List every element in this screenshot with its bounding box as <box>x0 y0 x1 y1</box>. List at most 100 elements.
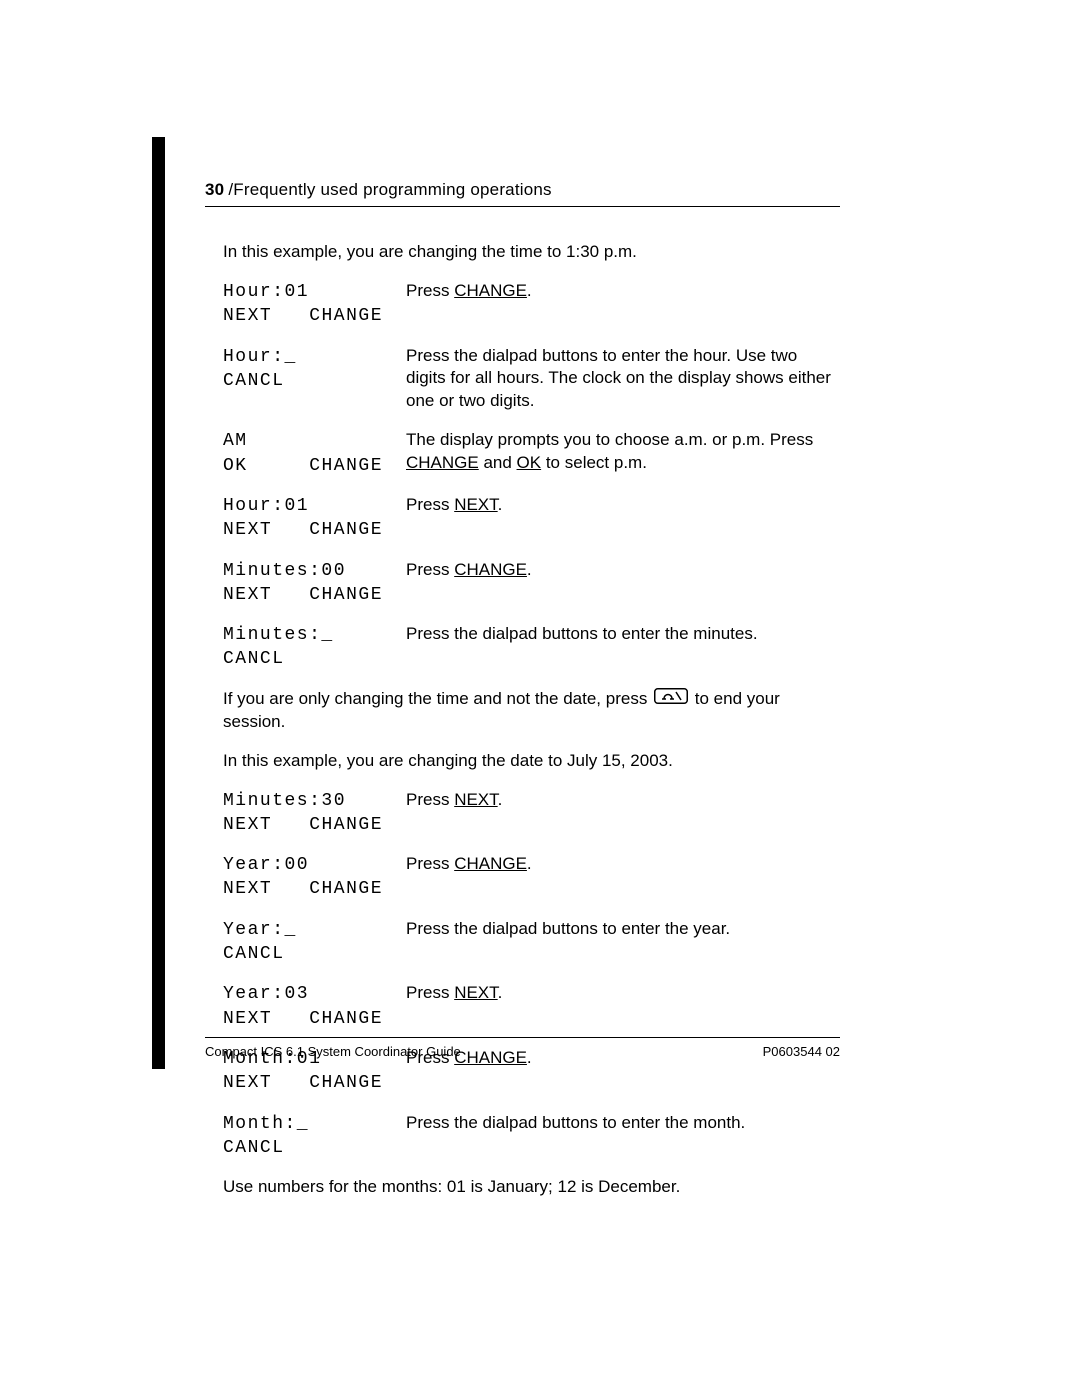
lcd-display: Year:_CANCL <box>223 918 398 967</box>
step-row: Hour:_CANCLPress the dialpad buttons to … <box>223 345 840 414</box>
softkey-left: NEXT <box>223 813 272 837</box>
footer-left: Compact ICS 6.1 System Coordinator Guide <box>205 1044 461 1059</box>
footer-right: P0603544 02 <box>763 1044 840 1059</box>
lcd-softkeys: CANCL <box>223 1136 383 1160</box>
softkey-right: CHANGE <box>309 518 383 542</box>
softkey-right: CHANGE <box>309 1071 383 1095</box>
lcd-softkeys: OK CHANGE <box>223 454 383 478</box>
softkey-left: CANCL <box>223 647 285 671</box>
steps-group-1: Hour:01NEXTCHANGEPress CHANGE.Hour:_CANC… <box>223 280 840 672</box>
lcd-top-line: Minutes:_ <box>223 623 398 647</box>
page-header: 30 / Frequently used programming operati… <box>205 180 840 207</box>
lcd-display: Year:03NEXT CHANGE <box>223 982 398 1031</box>
softkey-left: NEXT <box>223 1007 272 1031</box>
softkey-ref: OK <box>517 453 542 472</box>
rls-key-icon <box>654 688 688 711</box>
lcd-display: Year:00NEXT CHANGE <box>223 853 398 902</box>
step-instruction: Press NEXT. <box>398 982 840 1005</box>
step-row: Minutes:30NEXTCHANGEPress NEXT. <box>223 789 840 838</box>
lcd-top-line: AM <box>223 429 398 453</box>
step-instruction: The display prompts you to choose a.m. o… <box>398 429 840 475</box>
page: 30 / Frequently used programming operati… <box>0 0 1080 1397</box>
lcd-top-line: Month:_ <box>223 1112 398 1136</box>
step-instruction: Press the dialpad buttons to enter the m… <box>398 623 840 646</box>
header-title: Frequently used programming operations <box>233 180 552 200</box>
lcd-display: Minutes:_CANCL <box>223 623 398 672</box>
lcd-top-line: Year:03 <box>223 982 398 1006</box>
page-number: 30 <box>205 180 224 200</box>
lcd-display: Minutes:30NEXT CHANGE <box>223 789 398 838</box>
lcd-display: Minutes:00NEXT CHANGE <box>223 559 398 608</box>
step-row: Minutes:00NEXTCHANGEPress CHANGE. <box>223 559 840 608</box>
softkey-right: CHANGE <box>309 304 383 328</box>
lcd-softkeys: NEXT CHANGE <box>223 518 383 542</box>
lcd-top-line: Hour:01 <box>223 280 398 304</box>
step-instruction: Press NEXT. <box>398 494 840 517</box>
softkey-ref: CHANGE <box>406 453 479 472</box>
lcd-softkeys: NEXT CHANGE <box>223 1071 383 1095</box>
softkey-left: CANCL <box>223 942 285 966</box>
step-row: Year:03NEXTCHANGEPress NEXT. <box>223 982 840 1031</box>
softkey-ref: NEXT <box>454 495 497 514</box>
softkey-ref: NEXT <box>454 790 497 809</box>
softkey-left: OK <box>223 454 248 478</box>
lcd-top-line: Hour:01 <box>223 494 398 518</box>
lcd-softkeys: NEXT CHANGE <box>223 583 383 607</box>
page-footer: Compact ICS 6.1 System Coordinator Guide… <box>205 1037 840 1059</box>
lcd-top-line: Year:00 <box>223 853 398 877</box>
lcd-display: Month:_CANCL <box>223 1112 398 1161</box>
end-note: Use numbers for the months: 01 is Januar… <box>223 1176 840 1199</box>
intro-text-2: In this example, you are changing the da… <box>223 750 840 773</box>
softkey-left: NEXT <box>223 518 272 542</box>
step-row: Hour:01NEXTCHANGEPress NEXT. <box>223 494 840 543</box>
mid-note: If you are only changing the time and no… <box>223 688 840 734</box>
softkey-right: CHANGE <box>309 583 383 607</box>
softkey-left: NEXT <box>223 1071 272 1095</box>
intro-text-1: In this example, you are changing the ti… <box>223 241 840 264</box>
softkey-right: CHANGE <box>309 454 383 478</box>
step-instruction: Press the dialpad buttons to enter the m… <box>398 1112 840 1135</box>
softkey-left: NEXT <box>223 583 272 607</box>
lcd-softkeys: CANCL <box>223 942 383 966</box>
step-row: Month:_CANCLPress the dialpad buttons to… <box>223 1112 840 1161</box>
lcd-softkeys: CANCL <box>223 647 383 671</box>
lcd-display: Hour:_CANCL <box>223 345 398 394</box>
step-row: AMOKCHANGEThe display prompts you to cho… <box>223 429 840 478</box>
softkey-left: CANCL <box>223 1136 285 1160</box>
softkey-right: CHANGE <box>309 877 383 901</box>
softkey-right: CHANGE <box>309 813 383 837</box>
lcd-softkeys: CANCL <box>223 369 383 393</box>
softkey-ref: NEXT <box>454 983 497 1002</box>
lcd-display: AMOK CHANGE <box>223 429 398 478</box>
content-area: 30 / Frequently used programming operati… <box>205 180 840 1215</box>
step-instruction: Press CHANGE. <box>398 280 840 303</box>
step-instruction: Press NEXT. <box>398 789 840 812</box>
lcd-display: Hour:01NEXT CHANGE <box>223 280 398 329</box>
step-row: Year:_CANCLPress the dialpad buttons to … <box>223 918 840 967</box>
step-instruction: Press the dialpad buttons to enter the y… <box>398 918 840 941</box>
lcd-top-line: Minutes:00 <box>223 559 398 583</box>
lcd-top-line: Minutes:30 <box>223 789 398 813</box>
softkey-ref: CHANGE <box>454 854 527 873</box>
step-instruction: Press CHANGE. <box>398 559 840 582</box>
step-instruction: Press the dialpad buttons to enter the h… <box>398 345 840 414</box>
lcd-top-line: Hour:_ <box>223 345 398 369</box>
softkey-left: NEXT <box>223 304 272 328</box>
left-vertical-bar <box>152 137 165 1069</box>
lcd-softkeys: NEXT CHANGE <box>223 1007 383 1031</box>
softkey-left: CANCL <box>223 369 285 393</box>
steps-group-2: Minutes:30NEXTCHANGEPress NEXT.Year:00NE… <box>223 789 840 1161</box>
softkey-ref: CHANGE <box>454 281 527 300</box>
softkey-left: NEXT <box>223 877 272 901</box>
step-row: Year:00NEXTCHANGEPress CHANGE. <box>223 853 840 902</box>
softkey-right: CHANGE <box>309 1007 383 1031</box>
lcd-top-line: Year:_ <box>223 918 398 942</box>
lcd-display: Hour:01NEXT CHANGE <box>223 494 398 543</box>
lcd-softkeys: NEXT CHANGE <box>223 304 383 328</box>
step-instruction: Press CHANGE. <box>398 853 840 876</box>
lcd-softkeys: NEXT CHANGE <box>223 813 383 837</box>
softkey-ref: CHANGE <box>454 560 527 579</box>
step-row: Hour:01NEXTCHANGEPress CHANGE. <box>223 280 840 329</box>
lcd-softkeys: NEXT CHANGE <box>223 877 383 901</box>
step-row: Minutes:_CANCLPress the dialpad buttons … <box>223 623 840 672</box>
